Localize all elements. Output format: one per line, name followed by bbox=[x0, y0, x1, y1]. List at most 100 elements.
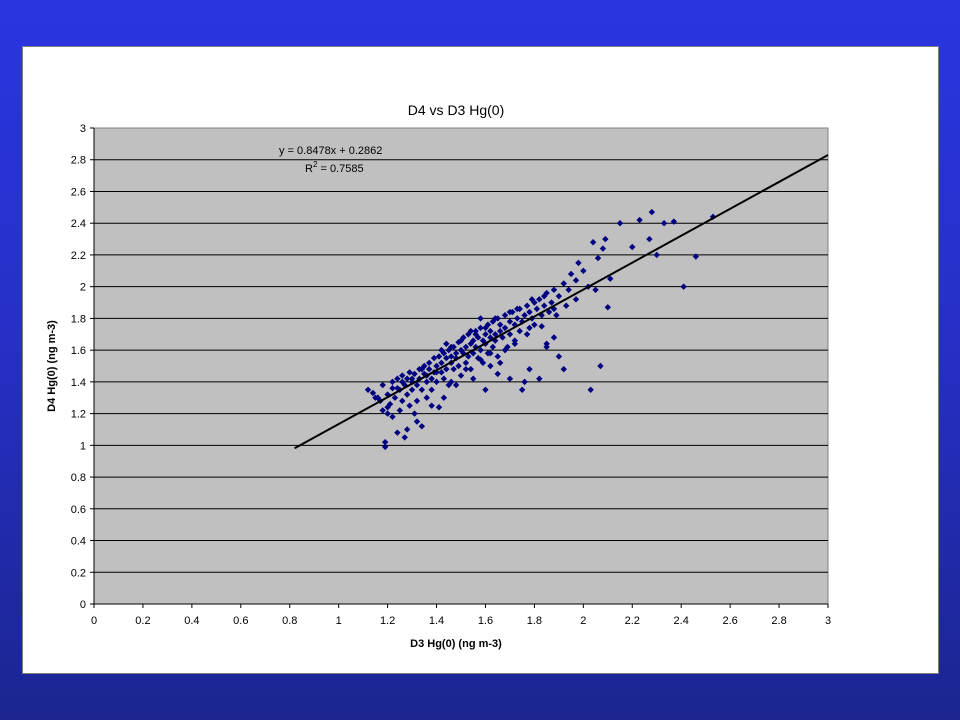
data-point bbox=[487, 350, 494, 357]
r-squared-prefix: R bbox=[305, 163, 313, 175]
data-point bbox=[394, 375, 401, 382]
data-point bbox=[648, 208, 656, 216]
r-squared-value: = 0.7585 bbox=[317, 163, 363, 175]
y-tick-label: 2 bbox=[80, 282, 86, 294]
data-point bbox=[531, 299, 538, 306]
data-point bbox=[567, 270, 575, 278]
data-point bbox=[369, 389, 377, 397]
data-point bbox=[536, 296, 543, 303]
y-tick-label: 1.8 bbox=[71, 313, 86, 325]
data-point bbox=[572, 277, 580, 284]
y-tick-label: 2.6 bbox=[71, 186, 86, 198]
y-tick-label: 2.8 bbox=[71, 155, 86, 167]
x-tick-label: 0.2 bbox=[135, 615, 150, 627]
data-point bbox=[489, 343, 497, 351]
axes bbox=[90, 127, 829, 608]
data-point bbox=[399, 397, 406, 405]
y-tick-label: 0.2 bbox=[71, 567, 86, 579]
data-point bbox=[540, 302, 548, 309]
r-squared-label: R2 = 0.7585 bbox=[305, 160, 364, 175]
data-point bbox=[418, 386, 426, 393]
data-point bbox=[494, 353, 501, 360]
data-point bbox=[599, 245, 607, 252]
data-point bbox=[428, 402, 435, 409]
data-point bbox=[425, 359, 433, 367]
data-point bbox=[462, 365, 470, 373]
data-point bbox=[470, 337, 477, 344]
data-point bbox=[433, 362, 440, 370]
data-point bbox=[435, 404, 443, 411]
data-point bbox=[391, 394, 399, 401]
x-tick-label: 1.4 bbox=[429, 615, 444, 627]
x-tick-label: 2.8 bbox=[771, 615, 786, 627]
data-point bbox=[636, 216, 643, 224]
x-tick-label: 2.6 bbox=[722, 615, 737, 627]
trendline bbox=[294, 154, 829, 450]
data-point bbox=[450, 365, 457, 373]
data-point bbox=[467, 365, 474, 373]
data-point bbox=[399, 378, 406, 386]
gridlines bbox=[94, 159, 828, 573]
x-tick-label: 1.6 bbox=[478, 615, 493, 627]
data-point bbox=[470, 375, 477, 382]
data-point bbox=[418, 365, 426, 373]
data-point bbox=[433, 378, 440, 386]
data-point bbox=[379, 407, 386, 414]
data-point bbox=[496, 321, 504, 328]
data-point bbox=[413, 397, 421, 405]
data-point bbox=[406, 369, 413, 376]
y-tick-label: 0.4 bbox=[71, 536, 86, 548]
data-point bbox=[440, 375, 448, 382]
data-point bbox=[448, 378, 455, 386]
data-point bbox=[381, 443, 389, 451]
data-point bbox=[487, 362, 494, 370]
data-point bbox=[533, 305, 541, 313]
data-point bbox=[462, 343, 470, 351]
data-point bbox=[709, 213, 717, 221]
data-point bbox=[548, 299, 555, 306]
data-point bbox=[418, 423, 426, 430]
data-point bbox=[425, 365, 433, 373]
data-point bbox=[602, 235, 609, 243]
data-point bbox=[555, 353, 563, 360]
x-tick-label: 0.8 bbox=[282, 615, 297, 627]
data-point bbox=[443, 365, 450, 373]
data-point bbox=[680, 283, 687, 290]
data-point bbox=[540, 292, 548, 300]
x-tick-label: 0.6 bbox=[233, 615, 248, 627]
data-point bbox=[646, 235, 653, 243]
x-axis-title: D3 Hg(0) (ng m-3) bbox=[410, 638, 502, 650]
data-point bbox=[379, 381, 386, 389]
y-tick-label: 2.4 bbox=[71, 218, 86, 230]
data-point bbox=[553, 312, 560, 319]
data-point bbox=[653, 251, 660, 259]
y-tick-label: 3 bbox=[80, 123, 86, 135]
data-point bbox=[538, 323, 545, 330]
data-point bbox=[592, 286, 599, 294]
data-point bbox=[477, 315, 484, 322]
x-tick-label: 0.4 bbox=[184, 615, 199, 627]
chart-panel: D4 vs D3 Hg(0) 0 0.2 0.4 0.6 0.8 1 1.2 1.4 1.6 1.… bbox=[22, 46, 939, 674]
data-point bbox=[399, 372, 406, 379]
data-point bbox=[413, 418, 421, 425]
data-point bbox=[423, 378, 430, 386]
r-squared-superscript: 2 bbox=[313, 160, 318, 169]
data-point bbox=[448, 343, 455, 351]
data-point bbox=[496, 359, 504, 367]
data-point bbox=[477, 356, 484, 363]
data-point bbox=[452, 381, 460, 389]
data-point bbox=[565, 286, 572, 294]
data-point bbox=[413, 381, 421, 389]
data-point bbox=[374, 394, 382, 401]
data-point bbox=[411, 410, 418, 417]
data-point bbox=[587, 386, 594, 393]
data-point bbox=[477, 346, 484, 354]
data-point bbox=[597, 362, 604, 370]
data-point bbox=[455, 362, 462, 370]
data-point bbox=[506, 375, 514, 382]
chart-title: D4 vs D3 Hg(0) bbox=[408, 102, 504, 118]
data-point bbox=[428, 375, 435, 382]
data-point bbox=[443, 354, 450, 362]
y-tick-label: 1.2 bbox=[71, 409, 86, 421]
x-tick-label: 1 bbox=[336, 615, 342, 627]
